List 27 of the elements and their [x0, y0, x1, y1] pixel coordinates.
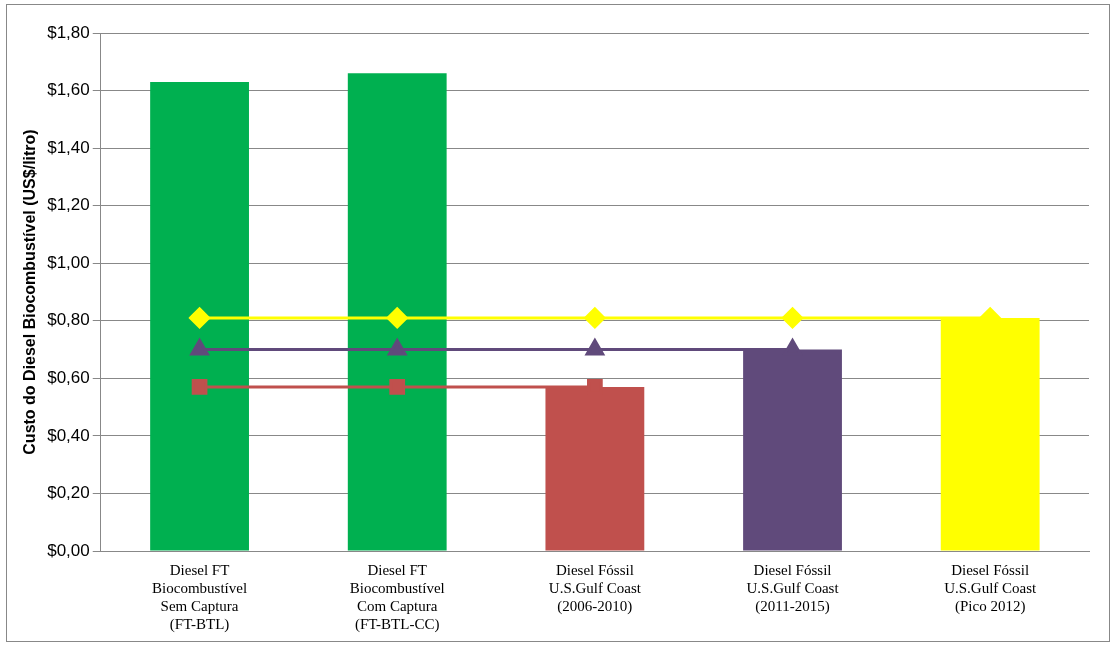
point	[189, 307, 211, 329]
y-axis-title: Custo do Diesel Biocombustível (US$/litro)	[21, 129, 39, 455]
point	[584, 307, 606, 329]
x-tick-label: Diesel Fóssil U.S.Gulf Coast (Pico 2012)	[944, 561, 1038, 615]
point	[782, 307, 804, 329]
x-tick-label: Diesel FT Biocombustível Com Captura (FT-BTL-CC)	[349, 561, 445, 633]
bar	[150, 81, 249, 551]
point	[386, 307, 408, 329]
point	[387, 339, 407, 356]
x-tick-label: Diesel Fóssil U.S.Gulf Coast (2006-2010)	[548, 561, 642, 615]
y-tick-label: $1,80	[47, 22, 90, 42]
x-tick-label: Diesel FT Biocombustível Sem Captura (FT-BTL)	[152, 561, 248, 633]
y-tick-label: $1,40	[47, 137, 90, 157]
y-tick-label: $0,60	[47, 368, 90, 388]
y-tick-label: $1,20	[47, 195, 90, 215]
point	[389, 379, 406, 395]
x-tick-label: Diesel Fóssil U.S.Gulf Coast (2011-2015)	[746, 561, 840, 615]
y-tick-label: $0,40	[47, 425, 90, 445]
y-tick-label: $0,20	[47, 483, 90, 503]
bar	[347, 73, 447, 551]
y-tick-label: $1,00	[47, 252, 90, 272]
point	[191, 379, 208, 395]
y-tick-label: $0,80	[47, 310, 90, 330]
y-tick-label: $0,00	[47, 540, 90, 560]
y-tick-label: $1,60	[47, 80, 90, 100]
point	[585, 339, 605, 356]
point	[190, 339, 209, 356]
